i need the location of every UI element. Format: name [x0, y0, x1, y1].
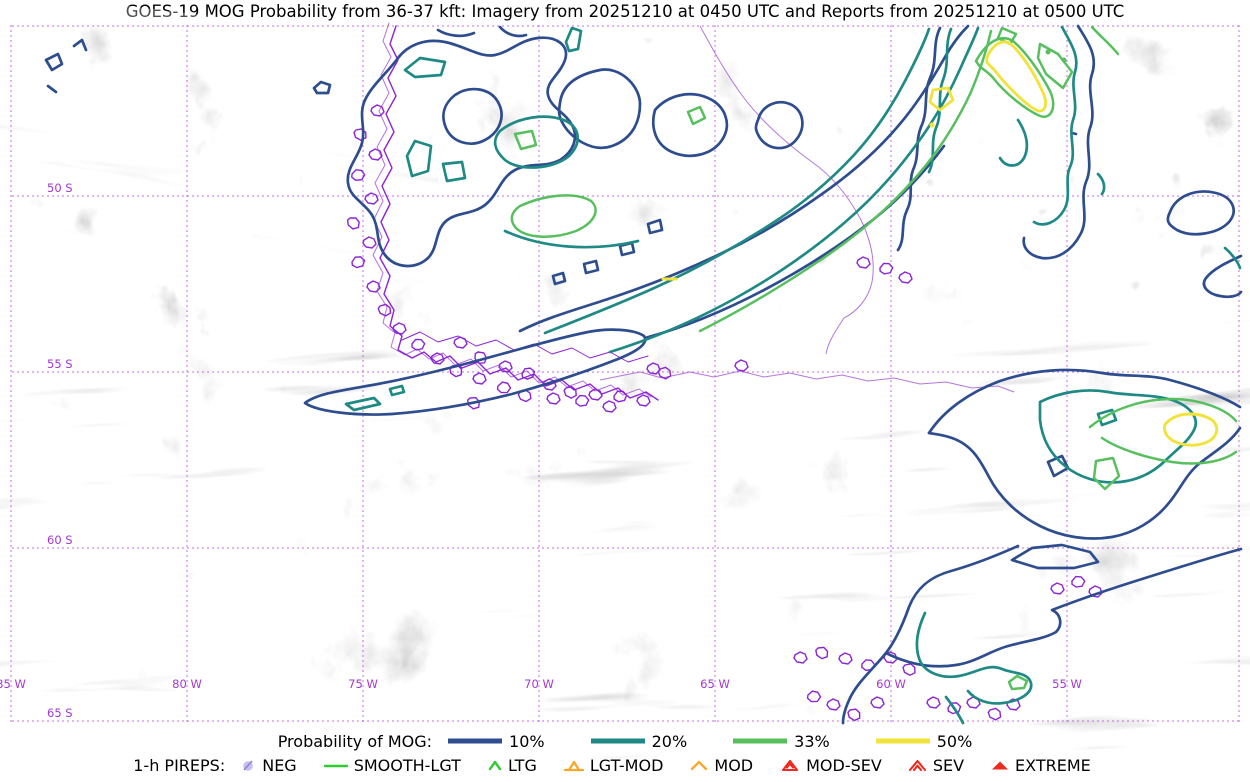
- lat-label-60s: 60 S: [47, 533, 73, 547]
- lon-label-80w: 80 W: [172, 677, 202, 691]
- legend-item-label: 20%: [651, 731, 688, 751]
- mog-contours-50pct: [661, 40, 1219, 447]
- mod-pirep-icon: [691, 760, 708, 770]
- lat-label-50s: 50 S: [47, 181, 73, 195]
- pireps-legend-label: 1-h PIREPS:: [133, 755, 226, 775]
- coastline: [344, 22, 1103, 723]
- legend-item-smooth-lgt: SMOOTH-LGT: [323, 756, 461, 775]
- legend-item-ltg: LTG: [487, 756, 537, 775]
- legend-item-label: EXTREME: [1015, 755, 1091, 775]
- lgt-mod-pirep-icon: [563, 760, 584, 771]
- graticule-labels: 50 S 55 S 60 S 65 S 85 W 80 W 75 W 70 W …: [0, 181, 1082, 720]
- contour-swatch-10pct-icon: [448, 738, 503, 744]
- mod-sev-pirep-icon: [782, 759, 799, 771]
- legend-item-label: LGT-MOD: [589, 755, 664, 775]
- pireps-legend: 1-h PIREPS: NEG SMOOTH-LGT LTG LGT-MOD M…: [0, 753, 1250, 777]
- satellite-imagery: [0, 11, 1250, 782]
- lon-label-85w: 85 W: [0, 677, 26, 691]
- legend-item-20pct: 20%: [589, 731, 688, 751]
- contour-swatch-33pct-icon: [733, 738, 788, 744]
- legend-item-lgt-mod: LGT-MOD: [563, 755, 664, 775]
- legend-item-label: 33%: [794, 731, 830, 751]
- legend-item-33pct: 33%: [731, 732, 830, 751]
- ltg-pirep-icon: [488, 760, 502, 770]
- lat-label-55s: 55 S: [47, 357, 73, 371]
- probability-legend: Probability of MOG: 10% 20% 33% 50%: [0, 730, 1250, 752]
- smooth-lgt-pirep-icon: [323, 764, 348, 767]
- lon-label-55w: 55 W: [1052, 677, 1082, 691]
- contour-swatch-20pct-icon: [590, 738, 645, 744]
- legend-item-label: 10%: [509, 731, 545, 751]
- legend-item-label: LTG: [507, 755, 537, 775]
- legend-item-10pct: 10%: [446, 732, 545, 751]
- lon-label-75w: 75 W: [348, 677, 378, 691]
- legend-item-label: MOD: [714, 755, 754, 775]
- extreme-pirep-icon: [992, 761, 1009, 769]
- satellite-map: 50 S 55 S 60 S 65 S 85 W 80 W 75 W 70 W …: [0, 11, 1250, 782]
- legend-item-label: 50%: [936, 731, 973, 751]
- legend-item-extreme: EXTREME: [990, 756, 1091, 775]
- lon-label-65w: 65 W: [700, 677, 730, 691]
- lon-label-70w: 70 W: [524, 677, 554, 691]
- page-title: GOES-19 MOG Probability from 36-37 kft: …: [125, 2, 1125, 21]
- legend-item-mod-sev: MOD-SEV: [779, 756, 882, 775]
- legend-item-label: SMOOTH-LGT: [353, 755, 461, 775]
- legend-item-label: SEV: [932, 755, 965, 775]
- neg-pirep-icon: [243, 759, 254, 771]
- mog-contours-10pct: [44, 24, 1243, 725]
- mog-contours-33pct: [510, 25, 1238, 691]
- legend-item-sev: SEV: [908, 756, 964, 775]
- contour-swatch-50pct-icon: [875, 738, 930, 744]
- lat-label-65s: 65 S: [47, 706, 73, 720]
- legend-item-mod: MOD: [689, 756, 753, 775]
- mog-contours-20pct: [344, 25, 1242, 725]
- legend-item-label: MOD-SEV: [806, 755, 882, 775]
- legend-item-neg: NEG: [239, 755, 297, 775]
- probability-legend-label: Probability of MOG:: [277, 731, 433, 751]
- legend-item-50pct: 50%: [874, 731, 973, 751]
- legend-item-label: NEG: [262, 755, 297, 775]
- sev-pirep-icon: [908, 759, 926, 771]
- lon-label-60w: 60 W: [876, 677, 906, 691]
